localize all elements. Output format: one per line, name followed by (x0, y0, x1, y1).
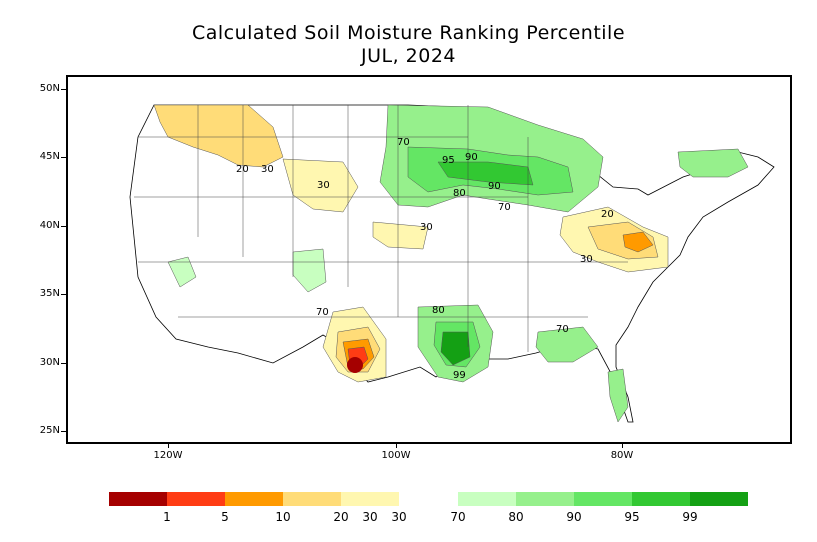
colorbar-label: 70 (450, 510, 466, 524)
colorbar-label: 30 (391, 510, 407, 524)
contour-label: 80 (453, 188, 466, 199)
colorbar-label: 30 (362, 510, 378, 524)
colorbar-swatch-wet (516, 492, 574, 506)
lat-tick-mark (61, 89, 66, 90)
contour-label: 99 (453, 370, 466, 381)
contour-label: 95 (442, 155, 455, 166)
wet-region-northeast (677, 148, 749, 178)
contour-label: 90 (465, 152, 478, 163)
us-map: 20 30 30 30 70 70 95 90 80 90 70 20 30 80 99 70 (129, 104, 775, 423)
colorbar-label: 90 (566, 510, 582, 524)
contour-label: 30 (420, 222, 433, 233)
lat-tick-mark (61, 157, 66, 158)
wet-region-southeast (535, 326, 599, 363)
contour-label: 70 (498, 202, 511, 213)
colorbar-label: 5 (221, 510, 229, 524)
dry-region-kansas (372, 221, 429, 250)
colorbar-swatch-dry (283, 492, 341, 506)
lat-tick-label: 45N (39, 151, 60, 162)
contour-label: 30 (580, 254, 593, 265)
colorbar-swatch-wet (458, 492, 516, 506)
wet-region-south-core (440, 331, 471, 366)
dry-region-texas-extreme (347, 357, 363, 373)
contour-label: 20 (236, 164, 249, 175)
dry-region-virginia (622, 231, 654, 253)
lat-tick-label: 35N (39, 288, 60, 299)
contour-label: 30 (261, 164, 274, 175)
contour-label: 70 (397, 137, 410, 148)
state-boundaries (134, 105, 628, 352)
dry-region-northwest (153, 104, 284, 168)
lon-tick-mark (396, 443, 397, 448)
map-subtitle: JUL, 2024 (360, 45, 457, 67)
colorbar-swatch-dry (225, 492, 283, 506)
lon-tick-mark (168, 443, 169, 448)
contour-label: 70 (556, 324, 569, 335)
wet-region-florida (607, 368, 629, 423)
lon-tick-mark (622, 443, 623, 448)
lat-tick-label: 25N (39, 425, 60, 436)
contour-label: 70 (316, 307, 329, 318)
lon-tick-label: 120W (153, 450, 183, 461)
colorbar-swatch-wet (690, 492, 748, 506)
contour-label: 80 (432, 305, 445, 316)
wet-region-upper-midwest-inner (437, 161, 534, 186)
lat-tick-label: 30N (39, 357, 60, 368)
contour-label: 90 (488, 181, 501, 192)
map-title: Calculated Soil Moisture Ranking Percent… (191, 22, 626, 44)
colorbar-label: 1 (163, 510, 171, 524)
colorbar-label: 99 (682, 510, 698, 524)
colorbar-swatch-wet (574, 492, 632, 506)
colorbar-label: 10 (275, 510, 291, 524)
lon-tick-label: 100W (381, 450, 411, 461)
contour-label: 20 (601, 209, 614, 220)
map-panel: 20 30 30 30 70 70 95 90 80 90 70 20 30 80 99 70 (66, 75, 792, 444)
lat-tick-mark (61, 226, 66, 227)
lat-tick-mark (61, 363, 66, 364)
colorbar-label: 80 (508, 510, 524, 524)
colorbar-swatch-dry (167, 492, 225, 506)
lat-tick-mark (61, 431, 66, 432)
contour-labels: 20 30 30 30 70 70 95 90 80 90 70 20 30 80 99 70 (236, 137, 614, 381)
lat-tick-label: 50N (39, 83, 60, 94)
colorbar-label: 95 (624, 510, 640, 524)
colorbar-swatch-wet (632, 492, 690, 506)
colorbar-swatch-dry (109, 492, 167, 506)
lon-tick-label: 80W (610, 450, 634, 461)
colorbar-swatch-dry (341, 492, 399, 506)
contour-label: 30 (317, 180, 330, 191)
wet-region-west-texas (167, 256, 197, 288)
lat-tick-mark (61, 294, 66, 295)
lat-tick-label: 40N (39, 220, 60, 231)
colorbar-label: 20 (333, 510, 349, 524)
